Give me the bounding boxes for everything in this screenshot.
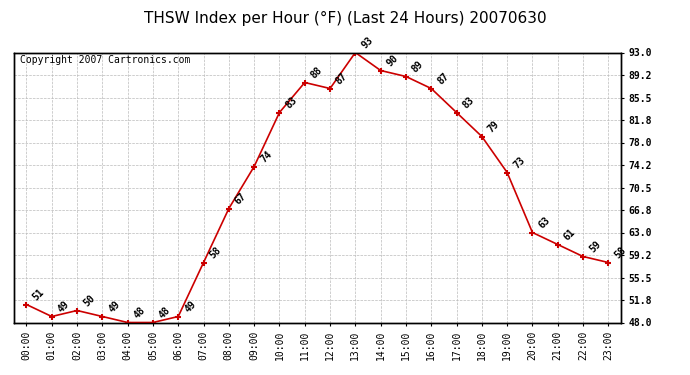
Text: 67: 67	[233, 191, 248, 206]
Text: 51: 51	[30, 287, 46, 302]
Text: THSW Index per Hour (°F) (Last 24 Hours) 20070630: THSW Index per Hour (°F) (Last 24 Hours)…	[144, 11, 546, 26]
Text: 73: 73	[511, 155, 526, 170]
Text: 89: 89	[410, 59, 426, 74]
Text: 50: 50	[81, 293, 97, 308]
Text: Copyright 2007 Cartronics.com: Copyright 2007 Cartronics.com	[20, 55, 190, 65]
Text: 93: 93	[359, 35, 375, 50]
Text: 87: 87	[435, 71, 451, 86]
Text: 58: 58	[208, 245, 223, 260]
Text: 49: 49	[56, 299, 71, 314]
Text: 83: 83	[284, 95, 299, 110]
Text: 49: 49	[106, 299, 122, 314]
Text: 79: 79	[486, 119, 502, 134]
Text: 74: 74	[258, 149, 274, 164]
Text: 63: 63	[537, 215, 552, 230]
Text: 48: 48	[157, 305, 172, 320]
Text: 49: 49	[182, 299, 198, 314]
Text: 90: 90	[385, 53, 400, 68]
Text: 59: 59	[587, 239, 602, 254]
Text: 87: 87	[334, 71, 350, 86]
Text: 83: 83	[461, 95, 476, 110]
Text: 48: 48	[132, 305, 147, 320]
Text: 58: 58	[613, 245, 628, 260]
Text: 61: 61	[562, 227, 578, 242]
Text: 88: 88	[309, 65, 324, 80]
